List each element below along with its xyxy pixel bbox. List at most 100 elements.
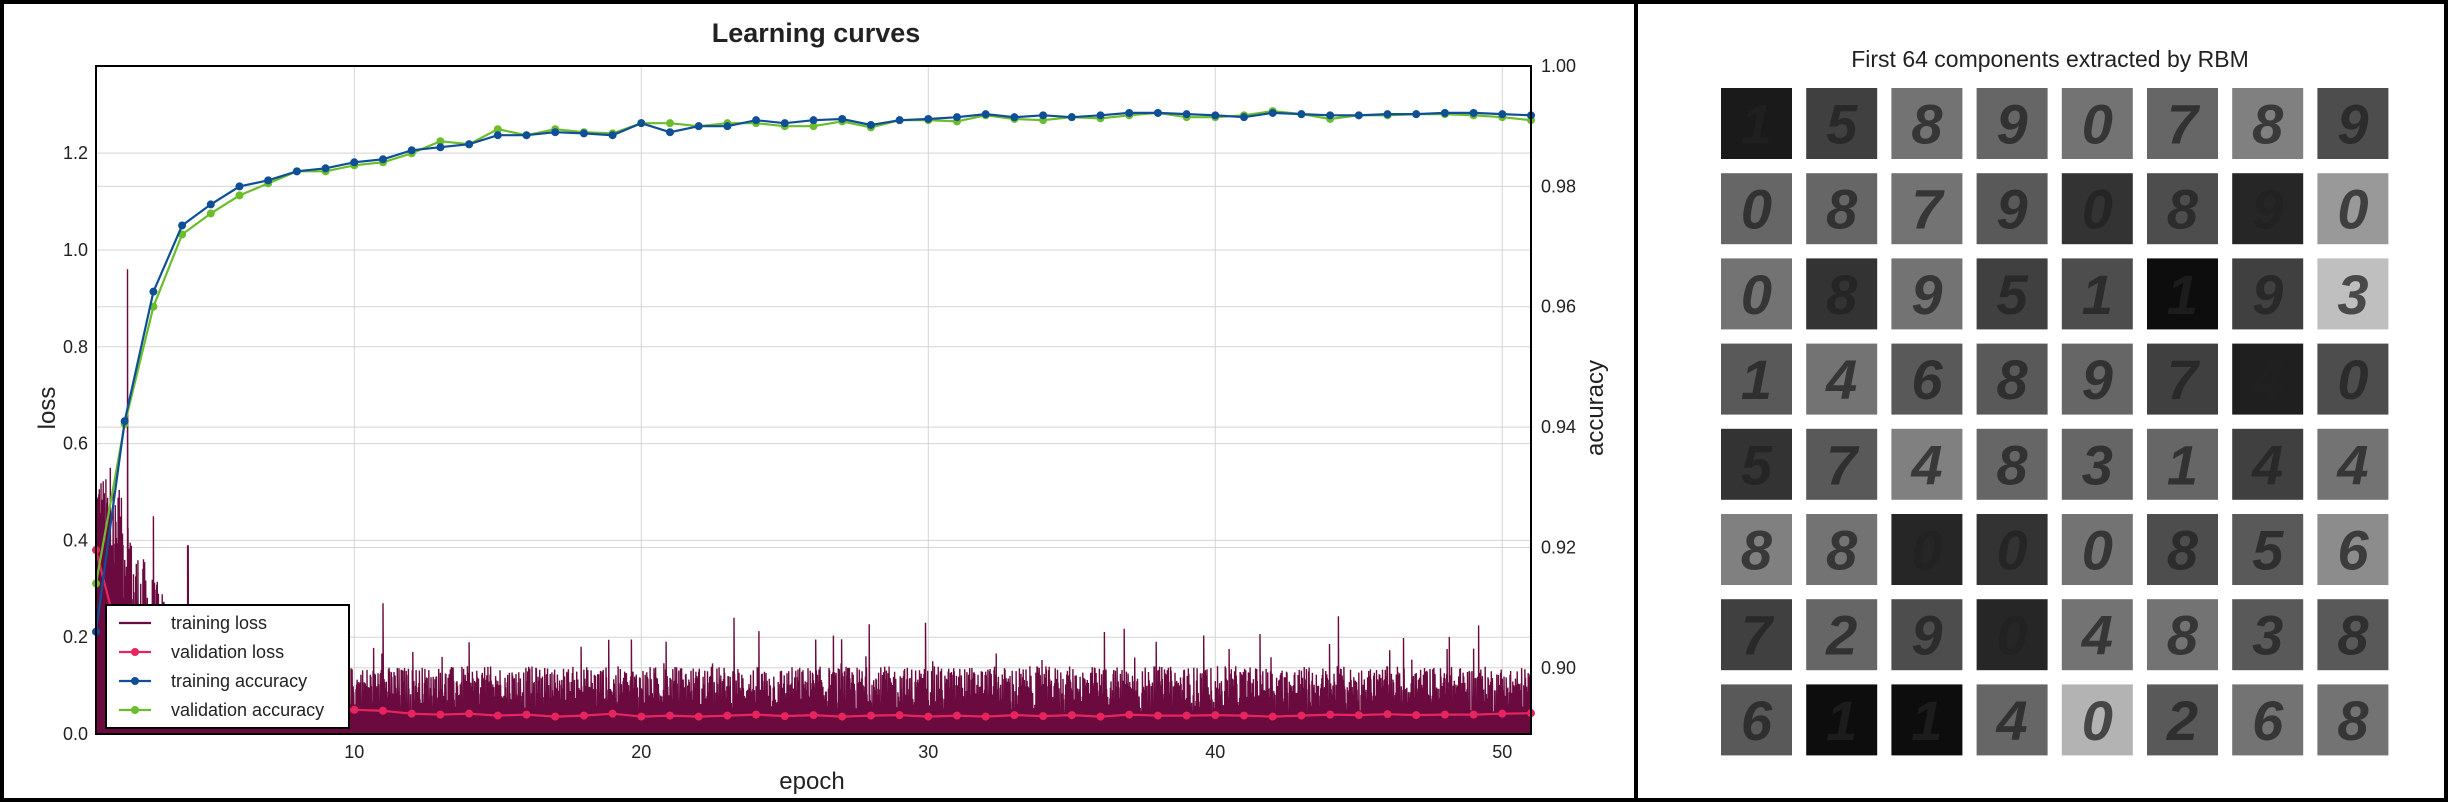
rbm-component-grid: 1 5 8 9 0 7 8 90 8 7 9 0 8 9 00 8 9 5 1 1 9 31 4 6 8 9 7 4 05 7 4 8 3 1 4 4… — [1721, 88, 2389, 756]
rbm-component-image — [2147, 343, 2218, 415]
rbm-component-cell: 0 — [2061, 173, 2133, 245]
y-tick-label: 0.8 — [63, 337, 88, 357]
training-accuracy-line — [94, 111, 1532, 632]
validation-loss-point — [551, 712, 560, 721]
rbm-component-image — [2061, 514, 2133, 585]
rbm-component-image — [2147, 684, 2218, 756]
validation-accuracy-point — [809, 122, 818, 131]
rbm-component-glyph: 8 — [1911, 93, 1943, 156]
rbm-component-glyph: 6 — [1911, 348, 1943, 411]
training-accuracy-point — [838, 114, 847, 123]
rbm-component-image — [1721, 599, 1792, 671]
y-tick-label: 0.6 — [63, 434, 88, 454]
training-accuracy-point — [780, 119, 789, 128]
rbm-component-glyph: 8 — [1997, 433, 2029, 496]
training-accuracy-point — [149, 287, 158, 296]
rbm-component-cell: 4 — [2232, 428, 2304, 500]
rbm-component-glyph: 4 — [2336, 433, 2368, 496]
rbm-component-glyph: 5 — [1997, 263, 2029, 326]
validation-loss-point — [1469, 710, 1478, 719]
rbm-component-cell: 7 — [1806, 428, 1878, 500]
training-accuracy-point — [637, 119, 646, 128]
rbm-component-image — [1806, 599, 1878, 671]
training-accuracy-point — [579, 129, 588, 138]
learning-curves-chart: Learning curves epoch loss accuracy 10 20… — [34, 18, 1609, 795]
rbm-component-cell: 9 — [2232, 173, 2304, 245]
rbm-component-cell: 9 — [2061, 343, 2133, 415]
rbm-component-cell: 5 — [1806, 88, 1878, 159]
rbm-component-image — [2317, 684, 2389, 756]
validation-loss-point — [1297, 711, 1306, 720]
rbm-component-image — [2147, 599, 2218, 671]
training-accuracy-point — [206, 200, 215, 209]
rbm-component-glyph: 8 — [2337, 604, 2369, 667]
y2-tick-label: 0.92 — [1541, 537, 1576, 557]
rbm-component-image — [1721, 173, 1792, 245]
rbm-component-glyph: 0 — [1741, 263, 1772, 326]
rbm-component-glyph: 7 — [2167, 348, 2201, 411]
training-accuracy-point — [178, 221, 187, 230]
training-accuracy-point — [1039, 111, 1048, 120]
training-accuracy-point — [1326, 111, 1335, 120]
rbm-component-image — [2147, 88, 2218, 159]
rbm-component-cell: 7 — [2147, 343, 2218, 415]
rbm-component-image — [1976, 258, 2048, 330]
rbm-component-cell: 5 — [1721, 428, 1792, 500]
training-accuracy-point — [1211, 111, 1220, 120]
validation-loss-point — [465, 709, 474, 718]
rbm-component-cell: 6 — [2317, 514, 2389, 585]
training-accuracy-point — [235, 182, 244, 191]
rbm-component-cell: 1 — [2147, 428, 2218, 500]
rbm-component-glyph: 3 — [2252, 604, 2283, 667]
validation-loss-point — [1010, 711, 1019, 720]
rbm-component-glyph: 9 — [1911, 604, 1942, 667]
validation-loss-point — [666, 711, 674, 720]
rbm-component-glyph: 0 — [2337, 348, 2368, 411]
rbm-component-glyph: 8 — [2167, 519, 2199, 582]
rbm-component-image — [1891, 258, 1963, 330]
validation-loss-point — [493, 711, 502, 720]
rbm-component-image — [1976, 428, 2048, 500]
rbm-component-cell: 2 — [1806, 599, 1878, 671]
rbm-component-cell: 4 — [2232, 343, 2304, 415]
rbm-component-glyph: 7 — [1911, 178, 1945, 241]
rbm-component-image — [2147, 428, 2218, 500]
rbm-component-glyph: 1 — [1911, 689, 1942, 752]
rbm-component-cell: 3 — [2317, 258, 2389, 330]
rbm-component-cell: 0 — [2317, 343, 2389, 415]
rbm-component-glyph: 3 — [2337, 263, 2368, 326]
rbm-component-glyph: 8 — [2252, 93, 2284, 156]
legend-label: training loss — [171, 613, 267, 633]
y2-tick-label: 0.96 — [1541, 297, 1576, 317]
rbm-component-image — [2147, 258, 2218, 330]
rbm-component-cell: 5 — [1976, 258, 2048, 330]
validation-loss-point — [1125, 710, 1134, 719]
rbm-component-glyph: 8 — [1826, 519, 1858, 582]
rbm-component-image — [1806, 88, 1878, 159]
rbm-component-cell: 8 — [2147, 173, 2218, 245]
rbm-component-image — [2317, 258, 2389, 330]
rbm-component-cell: 2 — [2147, 684, 2218, 756]
validation-loss-point — [1268, 712, 1277, 721]
rbm-component-image — [2232, 684, 2304, 756]
rbm-component-glyph: 7 — [1741, 604, 1775, 667]
rbm-title: First 64 components extracted by RBM — [1851, 46, 2249, 72]
validation-loss-point — [1211, 711, 1220, 720]
x-tick-label: 10 — [344, 742, 364, 762]
validation-loss-point — [407, 709, 416, 718]
rbm-component-cell: 0 — [1721, 173, 1792, 245]
rbm-component-image — [1721, 343, 1792, 415]
x-tick-label: 40 — [1205, 742, 1225, 762]
training-accuracy-point — [465, 140, 474, 149]
training-accuracy-point — [407, 146, 416, 155]
rbm-component-image — [1976, 599, 2048, 671]
rbm-component-image — [1806, 173, 1878, 245]
validation-loss-point — [866, 711, 875, 720]
training-accuracy-point — [895, 116, 904, 125]
rbm-component-glyph: 7 — [1826, 433, 1860, 496]
y2-axis-label: accuracy — [1582, 360, 1609, 456]
rbm-component-image — [1891, 173, 1963, 245]
rbm-component-glyph: 6 — [1741, 689, 1773, 752]
training-accuracy-point — [866, 120, 875, 129]
validation-loss-point — [809, 711, 818, 720]
